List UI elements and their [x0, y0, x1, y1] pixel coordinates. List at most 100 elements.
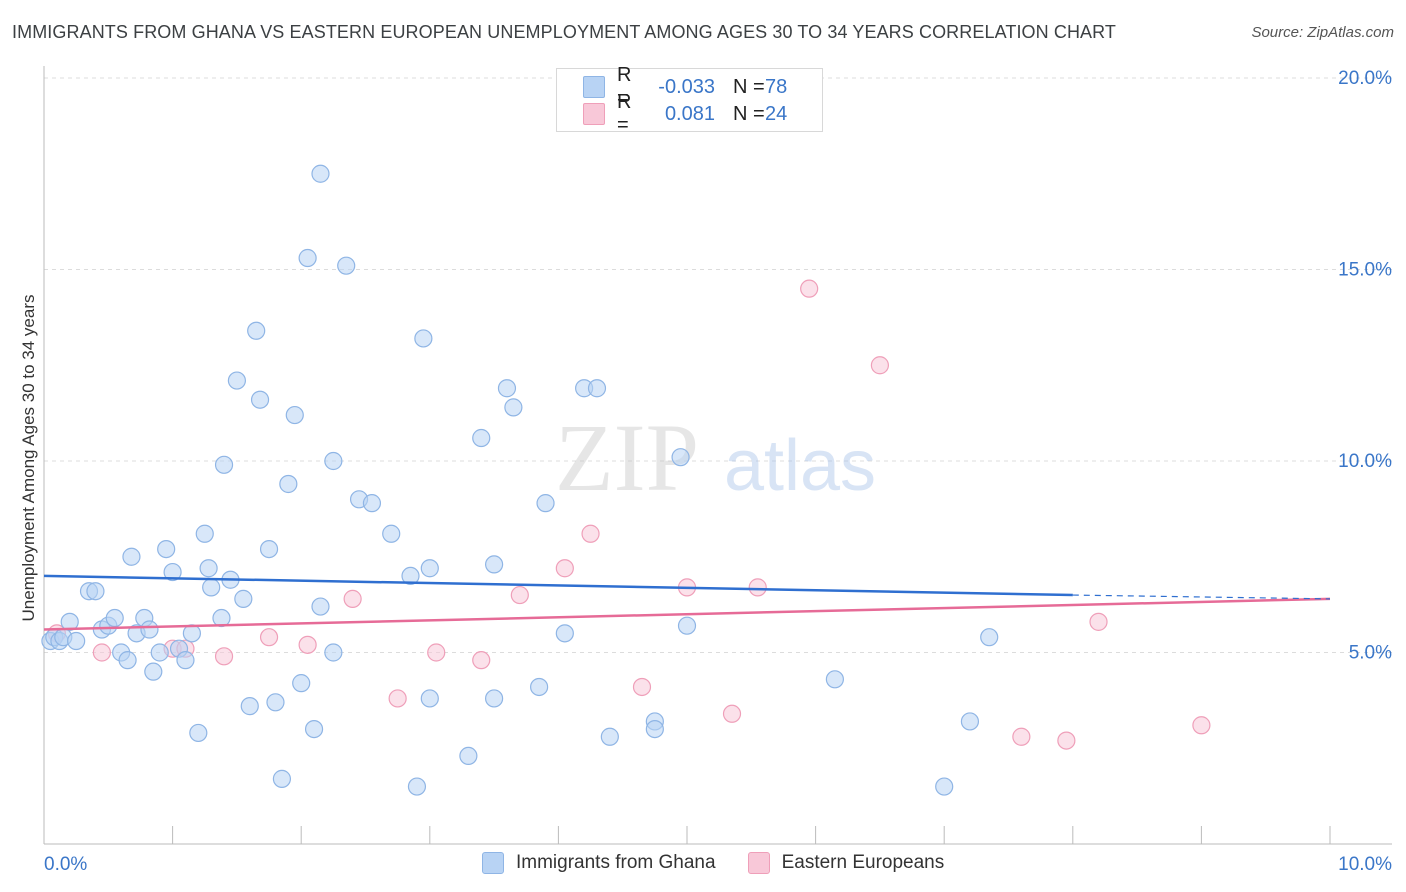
- data-point-ghana: [150, 643, 169, 662]
- data-point-ghana: [279, 474, 298, 494]
- y-tick-label: 20.0%: [1338, 68, 1392, 89]
- legend-swatch-pink: [747, 852, 770, 874]
- data-point-ghana: [285, 405, 304, 425]
- axes: [43, 66, 1392, 845]
- data-point-ghana: [240, 697, 259, 716]
- data-point-ghana: [298, 248, 317, 268]
- data-point-ghana: [980, 628, 999, 647]
- data-point-ghana: [214, 455, 234, 474]
- y-axis-label: Unemployment Among Ages 30 to 34 years: [19, 295, 38, 622]
- legend-r-value: 0.081: [664, 102, 715, 125]
- data-point-ghana: [485, 689, 504, 708]
- data-point-ghana: [292, 674, 311, 693]
- legend-n-label: N =: [733, 75, 765, 98]
- grid-lines: [44, 77, 1392, 653]
- data-point-ghana: [272, 769, 292, 788]
- data-point-ghana: [472, 428, 491, 448]
- data-point-ghana: [105, 608, 124, 628]
- data-point-ghana: [311, 164, 330, 183]
- chart-title: IMMIGRANTS FROM GHANA VS EASTERN EUROPEA…: [12, 22, 1117, 42]
- data-point-eastern: [1192, 716, 1211, 735]
- blue-points: [41, 164, 999, 796]
- data-point-eastern: [472, 651, 491, 670]
- data-point-ghana: [227, 371, 246, 390]
- data-point-ghana: [144, 662, 163, 681]
- legend-swatch-blue: [583, 76, 605, 98]
- source-label: Source: ZipAtlas.com: [1251, 24, 1394, 41]
- legend-n-value: 24: [765, 102, 788, 125]
- data-point-ghana: [266, 693, 285, 712]
- legend-n-label: N =: [733, 102, 765, 125]
- data-point-ghana: [157, 539, 176, 559]
- data-point-eastern: [800, 279, 819, 298]
- data-point-ghana: [60, 612, 79, 631]
- data-point-eastern: [214, 647, 234, 666]
- data-point-ghana: [86, 582, 105, 601]
- data-point-ghana: [497, 379, 517, 398]
- data-point-eastern: [92, 643, 111, 662]
- data-point-eastern: [748, 578, 767, 597]
- data-point-ghana: [645, 719, 664, 739]
- data-point-ghana: [163, 562, 182, 582]
- data-point-eastern: [343, 589, 362, 608]
- data-point-ghana: [118, 651, 137, 670]
- data-point-ghana: [247, 321, 266, 340]
- data-point-ghana: [250, 390, 270, 409]
- tick-labels: 5.0% 10.0% 15.0% 20.0% 0.0% 10.0%: [44, 68, 1392, 875]
- trend-lines: [43, 574, 1331, 631]
- data-point-ghana: [587, 379, 607, 398]
- data-point-eastern: [510, 585, 529, 605]
- legend-label-eastern: Eastern Europeans: [781, 852, 945, 873]
- legend-swatch-blue: [482, 852, 504, 874]
- stats-legend: R = -0.033 N = 78 R = 0.081 N = 24: [556, 64, 823, 136]
- data-point-eastern: [1089, 612, 1108, 631]
- legend-n-value: 78: [765, 75, 788, 98]
- data-point-ghana: [382, 524, 401, 543]
- data-point-ghana: [182, 624, 201, 643]
- data-point-ghana: [459, 746, 478, 766]
- legend-row-ghana: R = -0.033 N = 78: [583, 64, 788, 109]
- data-point-ghana: [67, 631, 86, 651]
- data-point-ghana: [189, 723, 208, 743]
- watermark-atlas: atlas: [724, 426, 876, 506]
- legend-swatch-pink: [583, 103, 605, 125]
- data-point-eastern: [870, 356, 890, 375]
- legend-r-label: R =: [617, 91, 632, 136]
- data-point-ghana: [825, 670, 844, 689]
- data-point-ghana: [600, 727, 619, 746]
- trend-line-ghana: [43, 574, 1073, 597]
- data-point-ghana: [304, 719, 324, 739]
- data-point-ghana: [195, 524, 214, 543]
- x-tick-label: 10.0%: [1338, 854, 1392, 875]
- data-point-ghana: [485, 555, 504, 574]
- data-point-eastern: [722, 704, 742, 723]
- data-point-ghana: [311, 597, 330, 616]
- data-point-ghana: [259, 539, 279, 559]
- data-point-ghana: [199, 559, 218, 578]
- y-tick-label: 15.0%: [1338, 260, 1392, 281]
- legend-r-label: R =: [617, 64, 632, 109]
- data-point-eastern: [259, 628, 279, 647]
- data-point-eastern: [427, 643, 446, 662]
- data-point-ghana: [401, 566, 420, 586]
- y-tick-label: 10.0%: [1338, 451, 1392, 472]
- data-point-ghana: [140, 620, 159, 639]
- data-point-eastern: [298, 635, 317, 654]
- data-point-ghana: [530, 677, 549, 697]
- data-point-ghana: [420, 689, 439, 708]
- data-point-ghana: [324, 643, 343, 662]
- data-point-eastern: [1012, 727, 1031, 746]
- legend-item-ghana[interactable]: Immigrants from Ghana: [482, 852, 716, 874]
- data-point-eastern: [388, 689, 407, 708]
- data-point-eastern: [1057, 731, 1076, 750]
- data-point-ghana: [122, 547, 141, 566]
- data-point-ghana: [407, 777, 427, 796]
- data-point-ghana: [935, 777, 954, 796]
- data-point-ghana: [504, 398, 523, 417]
- trend-line-ghana-extension: [1072, 594, 1331, 600]
- data-point-ghana: [202, 578, 221, 597]
- series-legend: Immigrants from Ghana Eastern Europeans: [482, 852, 976, 874]
- legend-item-eastern[interactable]: Eastern Europeans: [747, 852, 945, 874]
- x-tick-label: 0.0%: [44, 854, 87, 875]
